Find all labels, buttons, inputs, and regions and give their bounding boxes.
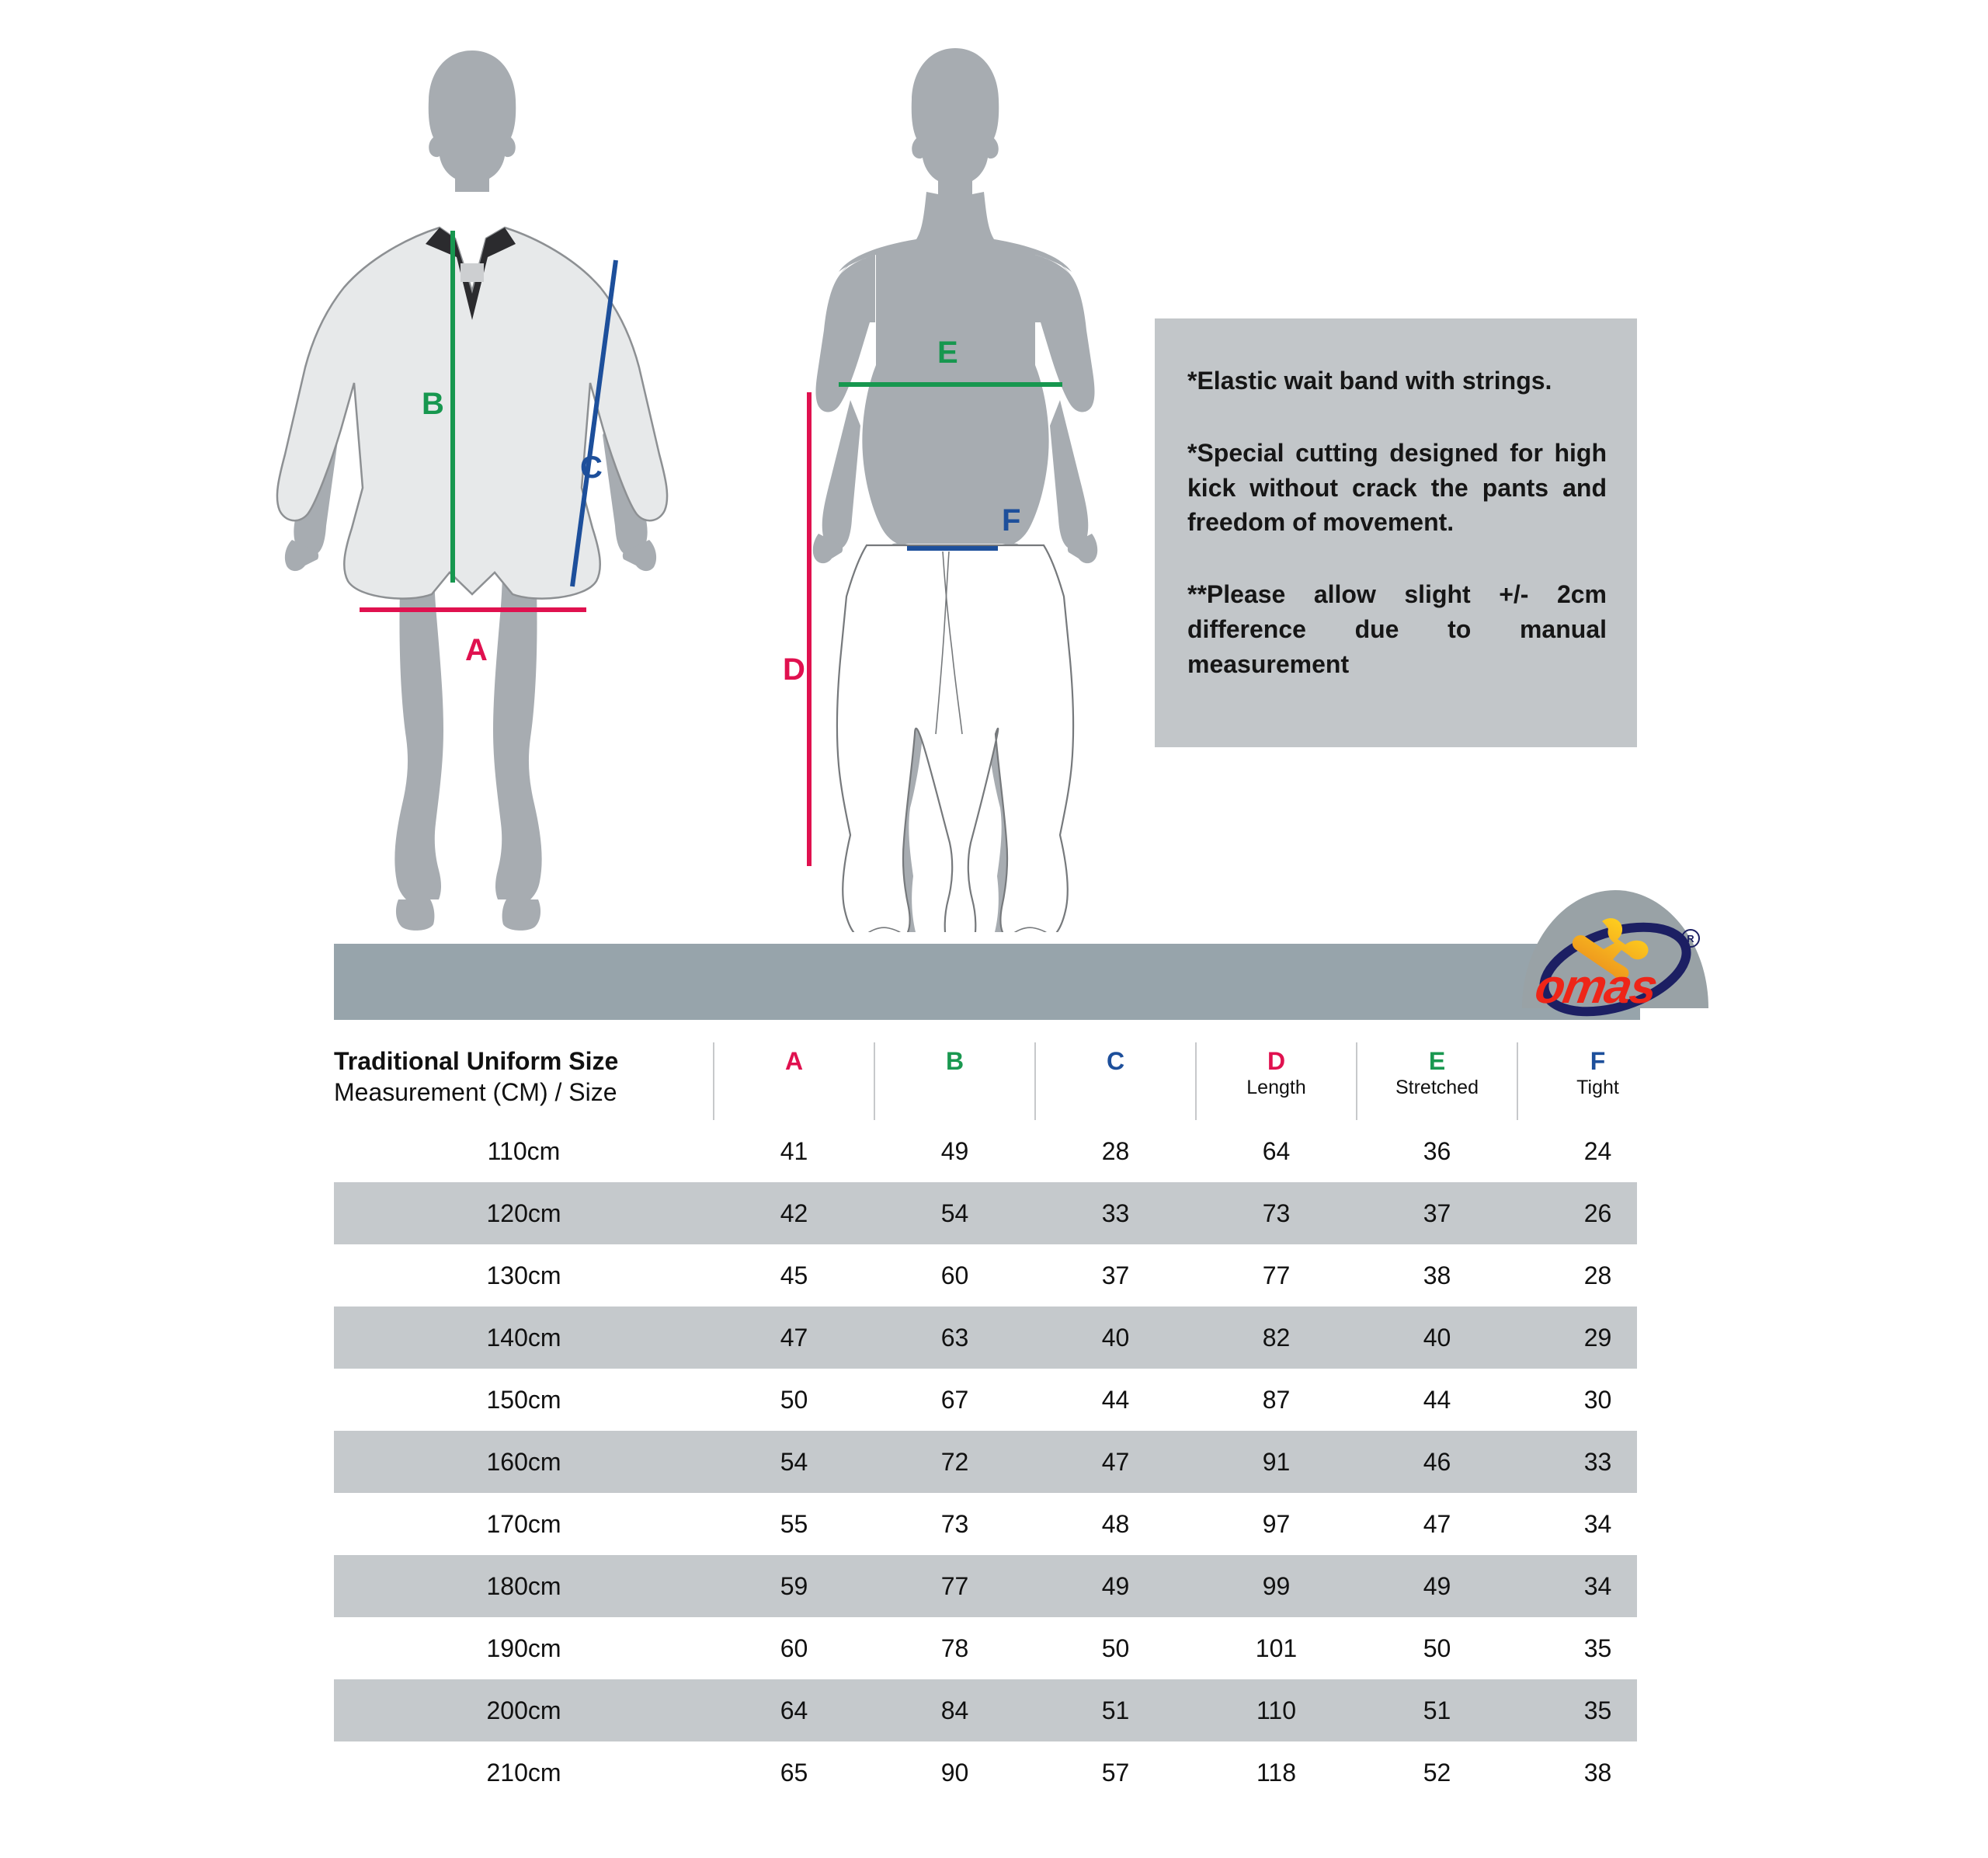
svg-text:R: R [1687,933,1694,945]
svg-text:D: D [783,652,805,687]
svg-text:C: C [580,451,603,485]
svg-text:F: F [1002,503,1020,538]
svg-text:B: B [422,387,444,421]
svg-text:A: A [465,633,488,667]
svg-text:omas: omas [1531,959,1660,1013]
svg-text:E: E [937,336,958,370]
